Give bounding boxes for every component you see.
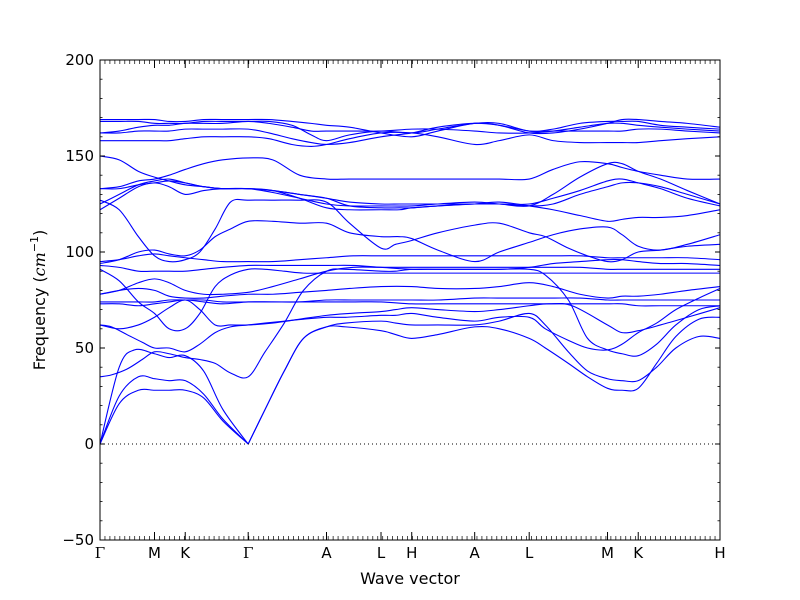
phonon-branch-6	[100, 268, 720, 379]
y-tick-label: 100	[65, 243, 94, 261]
phonon-branch-16	[100, 198, 720, 263]
y-axis-label-close: )	[30, 230, 49, 236]
phonon-branch-10	[100, 299, 720, 307]
phonon-branch-14	[100, 258, 720, 273]
phonon-branch-1	[100, 388, 249, 445]
x-tick-label-a: A	[470, 544, 481, 562]
phonon-branch-23	[100, 131, 720, 147]
y-tick-label: 0	[84, 435, 94, 453]
phonon-branch-17	[100, 220, 720, 265]
phonon-branch-15	[100, 253, 720, 263]
phonon-branch-22	[100, 155, 720, 207]
x-tick-label-gamma: Γ	[95, 544, 105, 562]
phonon-branch-13	[100, 266, 720, 296]
phonon-branch-3	[100, 348, 249, 445]
dispersion-curves	[100, 118, 720, 445]
x-tick-label-l: L	[525, 544, 534, 562]
y-tick-label: 150	[65, 147, 94, 165]
phonon-branch-5	[247, 312, 720, 445]
phonon-branch-8	[100, 299, 720, 334]
y-tick-labels: −50 0 50 100 150 200	[62, 51, 94, 549]
x-tick-label-l: L	[377, 544, 386, 562]
x-tick-label-h: H	[714, 544, 725, 562]
phonon-branch-11	[100, 282, 720, 299]
x-tick-label-m: M	[601, 544, 614, 562]
axis-ticks	[99, 59, 721, 541]
phonon-branch-12	[100, 268, 720, 332]
y-axis-label: Frequency (cm−1)	[28, 230, 49, 371]
phonon-branch-18	[100, 182, 720, 222]
y-tick-label: 200	[65, 51, 94, 69]
phonon-branch-20	[100, 180, 720, 211]
y-tick-label: −50	[62, 531, 94, 549]
phonon-branch-4	[247, 316, 720, 445]
plot-frame	[99, 59, 721, 541]
phonon-branch-21	[100, 157, 720, 190]
phonon-branch-19	[100, 178, 720, 207]
phonon-branch-7	[100, 287, 720, 353]
x-tick-label-a: A	[321, 544, 332, 562]
x-tick-label-k: K	[180, 544, 191, 562]
y-axis-label-exponent: −1	[28, 236, 41, 252]
y-tick-label: 50	[75, 339, 94, 357]
phonon-branch-9	[100, 297, 720, 307]
phonon-branch-24	[100, 122, 720, 146]
x-tick-label-m: M	[148, 544, 161, 562]
phonon-branch-2	[100, 375, 249, 445]
x-tick-label-gamma: Γ	[243, 544, 253, 562]
phonon-branch-25	[100, 120, 720, 134]
phonon-branch-27	[100, 118, 720, 138]
x-axis-label: Wave vector	[360, 569, 460, 588]
x-tick-label-k: K	[633, 544, 644, 562]
x-tick-label-h: H	[406, 544, 417, 562]
y-axis-label-text: Frequency (	[30, 276, 49, 370]
y-axis-label-unit: cm	[30, 252, 49, 276]
